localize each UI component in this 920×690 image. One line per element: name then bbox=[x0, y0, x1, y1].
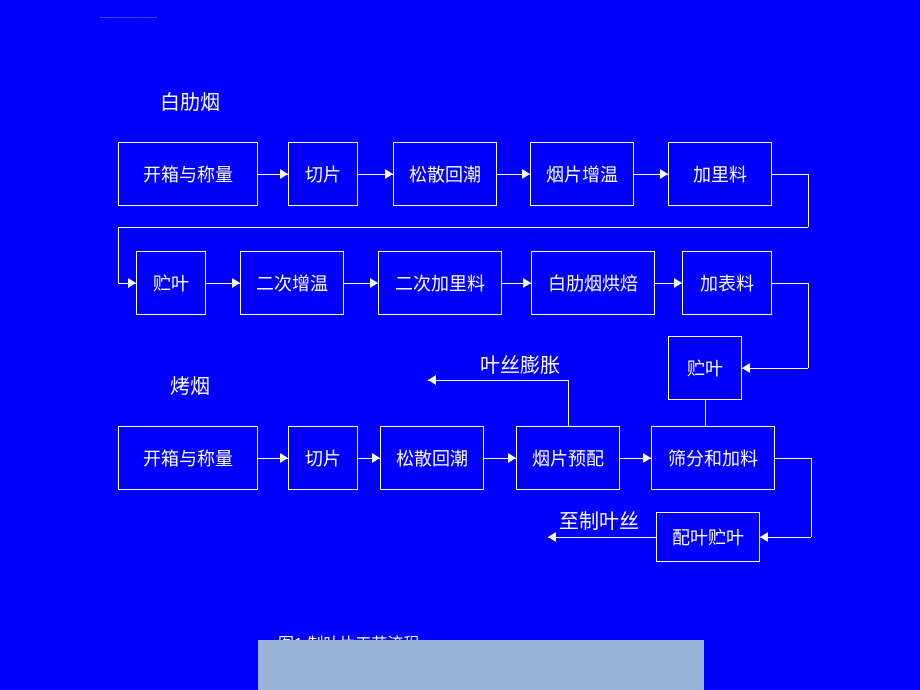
arrow-right-icon bbox=[372, 453, 380, 463]
node-label: 松散回潮 bbox=[396, 445, 468, 471]
node-b6: 配叶贮叶 bbox=[656, 512, 760, 562]
arrow-right-icon bbox=[280, 453, 288, 463]
edge-5 bbox=[808, 174, 809, 227]
edge-14 bbox=[808, 283, 809, 368]
edge-13 bbox=[772, 283, 808, 284]
arrow-right-icon bbox=[643, 453, 651, 463]
node-label: 贮叶 bbox=[687, 355, 723, 381]
arrow-right-icon bbox=[385, 169, 393, 179]
node-b4: 烟片预配 bbox=[516, 426, 620, 490]
label-section_b: 烤烟 bbox=[170, 370, 210, 399]
label-section_a: 白肋烟 bbox=[160, 86, 220, 115]
arrow-right-icon bbox=[128, 278, 136, 288]
node-a11: 贮叶 bbox=[668, 336, 742, 400]
edge-6 bbox=[118, 227, 808, 228]
node-label: 烟片增温 bbox=[546, 161, 618, 187]
node-label: 贮叶 bbox=[153, 270, 189, 296]
node-label: 二次加里料 bbox=[395, 270, 485, 296]
node-a7: 二次增温 bbox=[240, 251, 344, 315]
node-label: 二次增温 bbox=[256, 270, 328, 296]
node-b2: 切片 bbox=[288, 426, 358, 490]
arrow-right-icon bbox=[508, 453, 516, 463]
arrow-right-icon bbox=[523, 278, 531, 288]
node-a2: 切片 bbox=[288, 142, 358, 206]
label-expand: 叶丝膨胀 bbox=[480, 349, 560, 378]
arrow-left-icon bbox=[428, 375, 436, 385]
tiny-header: _______________ bbox=[100, 12, 158, 18]
edge-16 bbox=[705, 400, 706, 426]
arrow-right-icon bbox=[522, 169, 530, 179]
node-a8: 二次加里料 bbox=[378, 251, 502, 315]
node-b5: 筛分和加料 bbox=[651, 426, 775, 490]
arrow-right-icon bbox=[280, 169, 288, 179]
arrow-right-icon bbox=[660, 169, 668, 179]
node-a1: 开箱与称量 bbox=[118, 142, 258, 206]
arrow-left-icon bbox=[760, 532, 768, 542]
node-label: 切片 bbox=[305, 161, 341, 187]
arrow-left-icon bbox=[548, 532, 556, 542]
node-label: 松散回潮 bbox=[409, 161, 481, 187]
node-label: 配叶贮叶 bbox=[672, 524, 744, 550]
footer-rect bbox=[258, 640, 704, 690]
edge-15 bbox=[742, 368, 808, 369]
arrow-right-icon bbox=[674, 278, 682, 288]
node-label: 开箱与称量 bbox=[143, 161, 233, 187]
edge-7 bbox=[118, 227, 119, 283]
edge-23 bbox=[775, 458, 811, 459]
node-b1: 开箱与称量 bbox=[118, 426, 258, 490]
edge-22 bbox=[428, 380, 568, 381]
node-a9: 白肋烟烘焙 bbox=[531, 251, 655, 315]
edge-26 bbox=[548, 537, 656, 538]
node-a10: 加表料 bbox=[682, 251, 772, 315]
node-a3: 松散回潮 bbox=[393, 142, 497, 206]
node-label: 切片 bbox=[305, 445, 341, 471]
arrow-left-icon bbox=[742, 363, 750, 373]
node-label: 加表料 bbox=[700, 270, 754, 296]
node-a5: 加里料 bbox=[668, 142, 772, 206]
arrow-right-icon bbox=[232, 278, 240, 288]
node-label: 加里料 bbox=[693, 161, 747, 187]
node-label: 烟片预配 bbox=[532, 445, 604, 471]
node-label: 筛分和加料 bbox=[668, 445, 758, 471]
arrow-right-icon bbox=[370, 278, 378, 288]
node-label: 白肋烟烘焙 bbox=[548, 270, 638, 296]
edge-24 bbox=[811, 458, 812, 537]
node-a4: 烟片增温 bbox=[530, 142, 634, 206]
edge-21 bbox=[568, 380, 569, 426]
node-a6: 贮叶 bbox=[136, 251, 206, 315]
label-to_leaf: 至制叶丝 bbox=[559, 505, 639, 534]
node-b3: 松散回潮 bbox=[380, 426, 484, 490]
node-label: 开箱与称量 bbox=[143, 445, 233, 471]
edge-4 bbox=[772, 174, 808, 175]
